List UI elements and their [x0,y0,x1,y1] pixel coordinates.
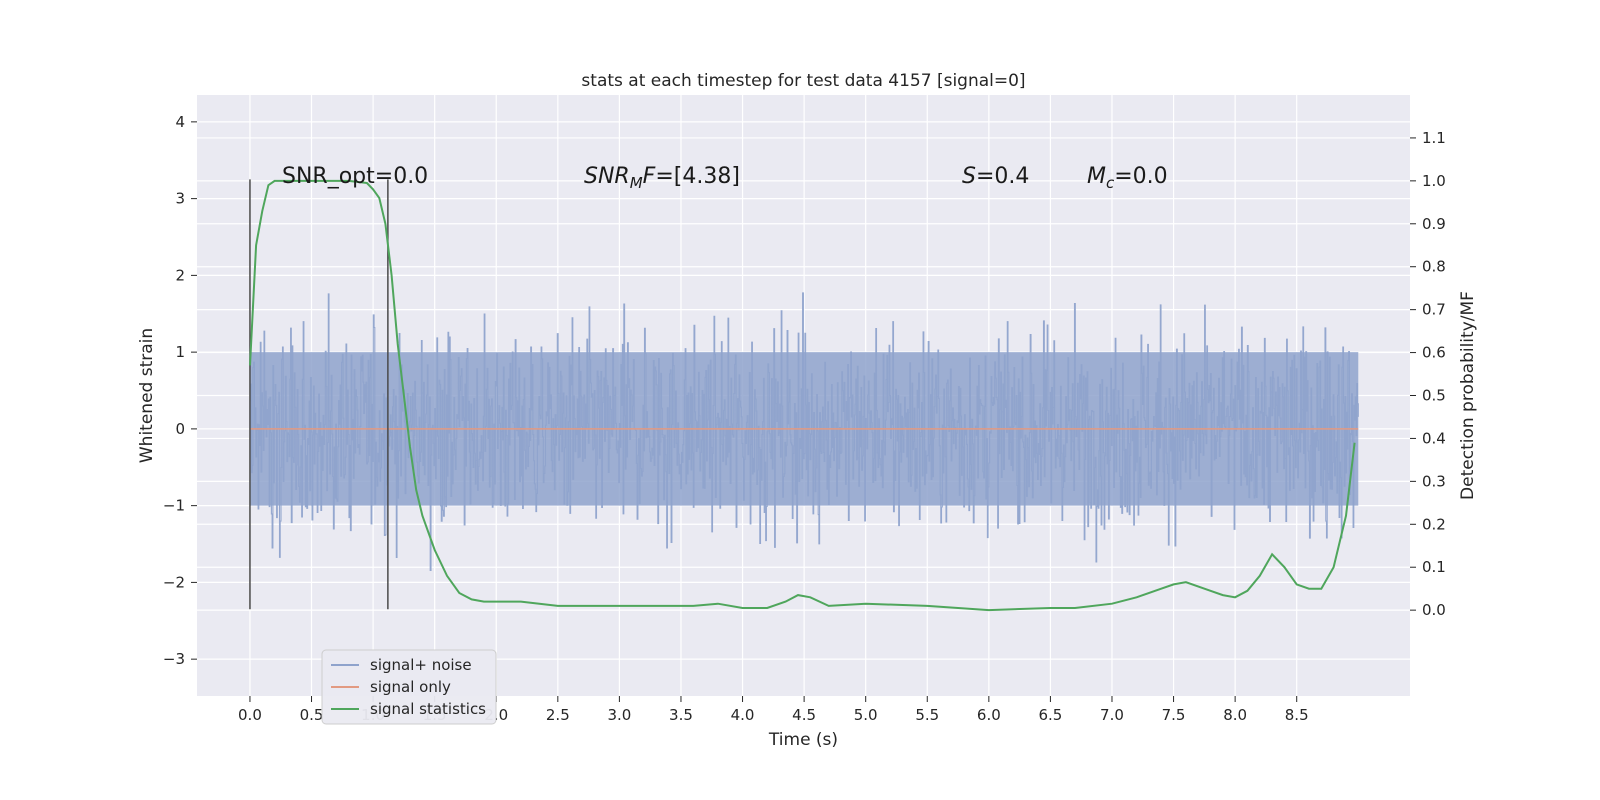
annotation-mc-sub: c [1106,174,1115,192]
x-tick-label: 0.0 [238,706,262,724]
y-right-tick-label: 0.6 [1422,344,1446,362]
y-right-tick-label: 0.5 [1422,387,1446,405]
x-tick-label: 8.0 [1223,706,1247,724]
annotation-snr-mf-sub: M [630,174,643,192]
x-tick-label: 5.0 [854,706,878,724]
annotation-snr-mf-prefix: SNR [584,164,630,189]
y-right-tick-label: 0.8 [1422,258,1446,276]
y-left-tick-label: −1 [163,497,185,515]
y-right-tick-label: 0.2 [1422,515,1446,533]
annotations: SNR_opt=0.0 SNRMF=[4.38] S=0.4 Mc=0.0 [282,164,1168,192]
y-right-tick-label: 0.0 [1422,601,1446,619]
annotation-snr-mf-value: =[4.38] [655,164,740,189]
annotation-snr-mf-suffix-f: F [643,164,656,189]
y-left-tick-label: 4 [175,113,185,131]
x-tick-label: 3.0 [607,706,631,724]
x-tick-label: 7.0 [1100,706,1124,724]
x-tick-label: 3.5 [669,706,693,724]
x-tick-label: 0.5 [300,706,324,724]
x-tick-label: 7.5 [1162,706,1186,724]
chart-title: stats at each timestep for test data 415… [581,71,1025,91]
annotation-mc-value: =0.0 [1114,164,1167,189]
y-axis-right-label: Detection probability/MF [1458,291,1478,500]
y-left-tick-label: 1 [175,343,185,361]
noise-trace [249,292,1359,571]
x-tick-label: 6.0 [977,706,1001,724]
y-right-tick-label: 0.9 [1422,215,1446,233]
x-tick-label: 5.5 [915,706,939,724]
y-left-tick-label: 3 [175,190,185,208]
y-left-tick-label: 0 [175,420,185,438]
annotation-snr-opt: SNR_opt=0.0 [282,164,428,189]
x-tick-label: 4.5 [792,706,816,724]
annotation-snr-mf: SNRMF=[4.38] [584,164,740,192]
y-right-tick-label: 0.7 [1422,301,1446,319]
x-axis-label: Time (s) [768,730,838,750]
x-tick-label: 8.5 [1285,706,1309,724]
x-tick-label: 4.0 [731,706,755,724]
x-tick-label: 2.5 [546,706,570,724]
series-layer [249,179,1359,612]
legend-label: signal+ noise [370,656,472,674]
y-left-tick-label: −3 [163,650,185,668]
y-left-tick-label: −2 [163,573,185,591]
legend-label: signal only [370,678,451,696]
annotation-s-symbol: S [962,164,976,189]
y-left-tick-label: 2 [175,266,185,284]
y-right-tick-label: 1.0 [1422,172,1446,190]
y-right-tick-label: 1.1 [1422,129,1446,147]
annotation-s-value: =0.4 [976,164,1029,189]
annotation-s: S=0.4 [962,164,1029,189]
legend-label: signal statistics [370,700,486,718]
annotation-mc: Mc=0.0 [1087,164,1168,192]
y-right-tick-label: 0.3 [1422,472,1446,490]
x-tick-label: 6.5 [1038,706,1062,724]
y-right-tick-label: 0.4 [1422,429,1446,447]
ticks: 0.00.51.01.52.02.53.03.54.04.55.05.56.06… [163,113,1446,724]
y-axis-left-label: Whitened strain [137,328,157,463]
annotation-mc-symbol: M [1087,164,1106,189]
legend-box [321,649,497,725]
legend: signal+ noise signal only signal statistic… [321,649,497,725]
signal-statistics-line [249,179,1356,612]
y-right-tick-label: 0.1 [1422,558,1446,576]
